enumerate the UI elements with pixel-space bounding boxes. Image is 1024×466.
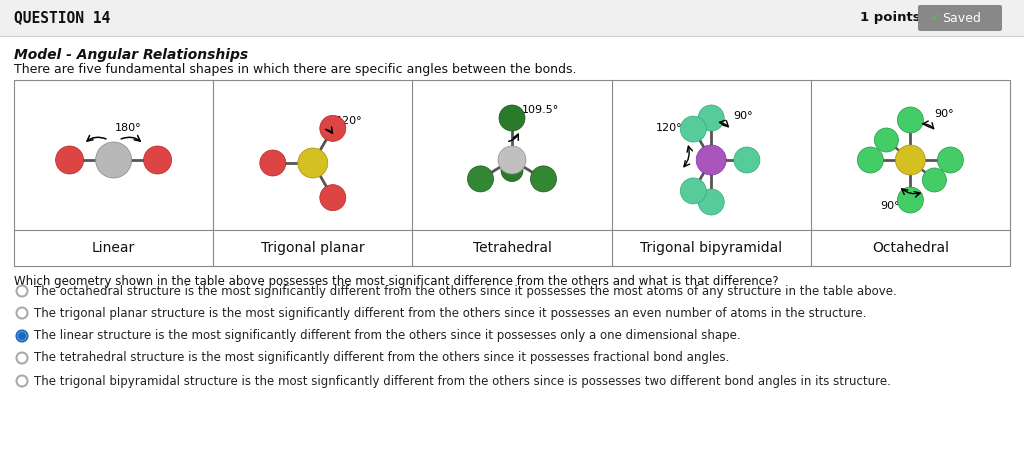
Circle shape bbox=[499, 105, 525, 131]
Circle shape bbox=[16, 352, 28, 363]
Circle shape bbox=[95, 142, 132, 178]
Text: 180°: 180° bbox=[116, 123, 142, 133]
Text: Model - Angular Relationships: Model - Angular Relationships bbox=[14, 48, 248, 62]
Circle shape bbox=[498, 146, 526, 174]
Circle shape bbox=[319, 185, 346, 211]
Text: Tetrahedral: Tetrahedral bbox=[472, 241, 552, 255]
Circle shape bbox=[923, 168, 946, 192]
FancyBboxPatch shape bbox=[0, 0, 1024, 36]
Text: 90°: 90° bbox=[733, 111, 753, 121]
FancyBboxPatch shape bbox=[14, 80, 1010, 266]
Text: Trigonal planar: Trigonal planar bbox=[261, 241, 365, 255]
Text: 120°: 120° bbox=[336, 116, 362, 126]
Text: 90°: 90° bbox=[881, 201, 900, 211]
Circle shape bbox=[501, 159, 523, 181]
Circle shape bbox=[698, 105, 724, 131]
Text: Saved: Saved bbox=[942, 12, 981, 25]
Circle shape bbox=[468, 166, 494, 192]
Circle shape bbox=[857, 147, 884, 173]
Circle shape bbox=[680, 116, 707, 142]
Circle shape bbox=[698, 189, 724, 215]
Circle shape bbox=[143, 146, 172, 174]
Text: Which geometry shown in the table above possesses the most significant differenc: Which geometry shown in the table above … bbox=[14, 275, 778, 288]
Circle shape bbox=[530, 166, 556, 192]
Circle shape bbox=[696, 145, 726, 175]
Circle shape bbox=[16, 330, 28, 342]
Text: The trigonal bipyramidal structure is the most signficantly different from the o: The trigonal bipyramidal structure is th… bbox=[34, 375, 891, 388]
Circle shape bbox=[897, 187, 924, 213]
Text: The tetrahedral structure is the most significantly different from the others si: The tetrahedral structure is the most si… bbox=[34, 351, 729, 364]
Circle shape bbox=[897, 107, 924, 133]
Circle shape bbox=[319, 116, 346, 141]
Circle shape bbox=[18, 333, 26, 340]
Circle shape bbox=[680, 178, 707, 204]
Circle shape bbox=[895, 145, 926, 175]
Text: 120°: 120° bbox=[656, 123, 683, 133]
Circle shape bbox=[734, 147, 760, 173]
Text: Linear: Linear bbox=[92, 241, 135, 255]
Text: The linear structure is the most significantly different from the others since i: The linear structure is the most signifi… bbox=[34, 329, 740, 343]
Circle shape bbox=[16, 308, 28, 318]
Circle shape bbox=[298, 148, 328, 178]
Circle shape bbox=[937, 147, 964, 173]
Text: The trigonal planar structure is the most significantly different from the other: The trigonal planar structure is the mos… bbox=[34, 307, 866, 320]
Text: 90°: 90° bbox=[935, 109, 954, 119]
Text: The octahedral structure is the most significantly different from the others sin: The octahedral structure is the most sig… bbox=[34, 285, 897, 297]
Text: 1 points: 1 points bbox=[860, 12, 921, 25]
Text: There are five fundamental shapes in which there are specific angles between the: There are five fundamental shapes in whi… bbox=[14, 63, 577, 76]
Text: Trigonal bipyramidal: Trigonal bipyramidal bbox=[640, 241, 782, 255]
Circle shape bbox=[16, 376, 28, 386]
Text: 109.5°: 109.5° bbox=[522, 105, 559, 115]
Circle shape bbox=[55, 146, 84, 174]
Circle shape bbox=[874, 128, 898, 152]
FancyBboxPatch shape bbox=[918, 5, 1002, 31]
Circle shape bbox=[260, 150, 286, 176]
Circle shape bbox=[16, 286, 28, 296]
Text: Octahedral: Octahedral bbox=[871, 241, 949, 255]
Text: ✓: ✓ bbox=[930, 12, 940, 25]
Text: QUESTION 14: QUESTION 14 bbox=[14, 11, 111, 26]
